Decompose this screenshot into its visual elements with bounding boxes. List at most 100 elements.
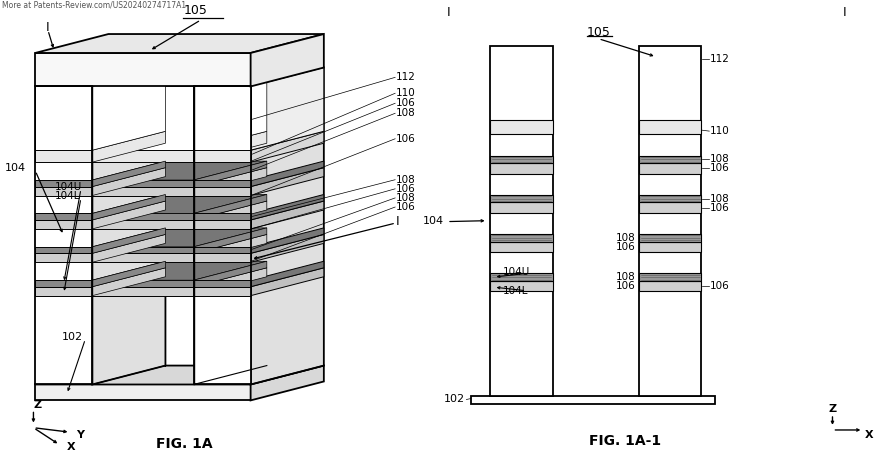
Polygon shape (92, 150, 194, 162)
Polygon shape (490, 46, 553, 396)
Polygon shape (92, 228, 165, 253)
Polygon shape (194, 167, 267, 196)
Polygon shape (92, 131, 267, 150)
Polygon shape (251, 161, 324, 187)
Polygon shape (639, 202, 701, 213)
Polygon shape (251, 34, 324, 86)
Text: 102: 102 (62, 332, 83, 342)
Polygon shape (490, 202, 553, 213)
Polygon shape (471, 396, 715, 404)
Polygon shape (194, 280, 251, 287)
Polygon shape (194, 201, 267, 229)
Text: 106: 106 (616, 281, 635, 291)
Text: 104L: 104L (502, 286, 528, 296)
Text: FIG. 1A-1: FIG. 1A-1 (589, 435, 661, 448)
Polygon shape (194, 253, 251, 262)
Text: 106: 106 (396, 134, 415, 144)
Text: 108: 108 (396, 175, 415, 185)
Polygon shape (490, 281, 553, 292)
Polygon shape (251, 268, 324, 296)
Polygon shape (35, 53, 251, 86)
Text: 108: 108 (710, 154, 730, 164)
Polygon shape (639, 163, 701, 174)
Text: 106: 106 (710, 163, 730, 173)
Polygon shape (194, 228, 267, 253)
Polygon shape (490, 163, 553, 174)
Polygon shape (194, 247, 251, 253)
Polygon shape (92, 180, 194, 187)
Text: 108: 108 (396, 193, 415, 203)
Polygon shape (92, 253, 194, 262)
Polygon shape (92, 131, 165, 162)
Text: 106: 106 (396, 184, 415, 194)
Polygon shape (194, 67, 267, 150)
Text: 110: 110 (396, 88, 415, 98)
Text: 108: 108 (616, 272, 635, 282)
Polygon shape (251, 67, 324, 150)
Polygon shape (92, 247, 194, 253)
Polygon shape (35, 150, 92, 162)
Text: 104U: 104U (502, 267, 530, 277)
Polygon shape (251, 67, 324, 384)
Text: 105: 105 (183, 4, 208, 17)
Polygon shape (92, 194, 267, 213)
Polygon shape (639, 242, 701, 252)
Polygon shape (251, 261, 324, 287)
Text: 112: 112 (710, 54, 730, 64)
Polygon shape (194, 234, 267, 262)
Polygon shape (251, 228, 324, 253)
Polygon shape (92, 287, 194, 296)
Polygon shape (490, 195, 553, 202)
Polygon shape (639, 46, 701, 396)
Polygon shape (194, 213, 251, 220)
Polygon shape (194, 86, 251, 384)
Polygon shape (251, 167, 324, 196)
Polygon shape (92, 67, 267, 86)
Polygon shape (92, 220, 194, 229)
Polygon shape (639, 156, 701, 163)
Polygon shape (35, 220, 92, 229)
Polygon shape (92, 67, 165, 384)
Polygon shape (639, 234, 701, 242)
Text: 106: 106 (396, 98, 415, 108)
Polygon shape (92, 161, 267, 180)
Polygon shape (92, 213, 194, 220)
Text: Z: Z (828, 404, 837, 415)
Text: 106: 106 (616, 242, 635, 252)
Polygon shape (35, 187, 92, 196)
Polygon shape (92, 234, 165, 262)
Polygon shape (639, 121, 701, 135)
Polygon shape (194, 268, 267, 296)
Polygon shape (92, 268, 165, 296)
Polygon shape (92, 261, 267, 280)
Polygon shape (92, 86, 194, 150)
Polygon shape (490, 156, 553, 163)
Polygon shape (92, 268, 267, 287)
Polygon shape (92, 187, 194, 196)
Polygon shape (35, 365, 324, 384)
Polygon shape (35, 213, 92, 220)
Polygon shape (35, 86, 92, 384)
Polygon shape (92, 67, 165, 150)
Polygon shape (92, 194, 165, 220)
Text: 104U: 104U (55, 182, 82, 192)
Polygon shape (490, 273, 553, 281)
Text: Z: Z (33, 400, 41, 410)
Polygon shape (35, 247, 92, 253)
Polygon shape (35, 384, 251, 400)
Polygon shape (92, 228, 267, 247)
Polygon shape (194, 180, 251, 187)
Text: 102: 102 (444, 394, 465, 404)
Polygon shape (35, 34, 324, 53)
Text: 105: 105 (586, 26, 611, 39)
Polygon shape (35, 253, 92, 262)
Text: 106: 106 (710, 203, 730, 212)
Text: 108: 108 (710, 194, 730, 203)
Text: 104L: 104L (55, 191, 80, 201)
Polygon shape (92, 234, 267, 253)
Text: 104: 104 (423, 216, 444, 226)
Text: I: I (843, 6, 847, 19)
Text: X: X (865, 430, 874, 440)
Polygon shape (92, 167, 267, 187)
Polygon shape (639, 195, 701, 202)
